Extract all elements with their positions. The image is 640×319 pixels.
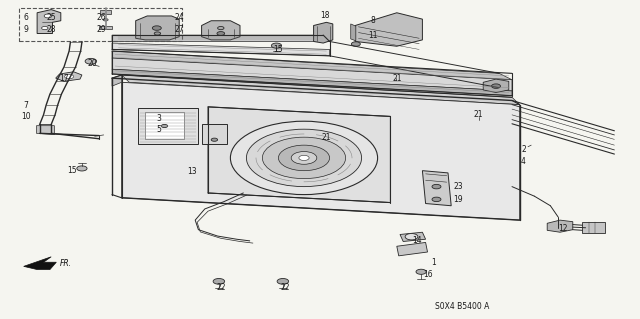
Circle shape [262, 137, 346, 179]
Text: 13: 13 [187, 167, 197, 176]
Polygon shape [400, 232, 426, 241]
Circle shape [291, 152, 317, 164]
Circle shape [154, 32, 161, 35]
Text: 5: 5 [156, 125, 161, 134]
Text: 21: 21 [474, 110, 483, 119]
Text: 10: 10 [20, 112, 31, 121]
Polygon shape [112, 43, 330, 56]
Bar [202, 124, 227, 144]
Circle shape [44, 14, 52, 18]
Text: S0X4 B5400 A: S0X4 B5400 A [435, 302, 490, 311]
Circle shape [246, 129, 362, 187]
Text: 23: 23 [453, 182, 463, 191]
Text: 20: 20 [88, 59, 98, 68]
Polygon shape [547, 220, 573, 232]
Bar [145, 112, 184, 139]
Text: 11: 11 [368, 31, 377, 40]
Polygon shape [355, 13, 422, 46]
Polygon shape [112, 75, 122, 86]
Text: 19: 19 [453, 195, 463, 204]
Text: 15: 15 [273, 45, 284, 54]
Circle shape [492, 84, 500, 88]
Polygon shape [112, 58, 512, 91]
Text: 3: 3 [156, 114, 161, 122]
Polygon shape [314, 22, 333, 43]
Text: 12: 12 [559, 224, 568, 233]
Bar [19, 8, 182, 41]
Circle shape [278, 145, 330, 171]
Bar [582, 222, 605, 233]
Circle shape [277, 278, 289, 284]
Bar [138, 108, 198, 144]
Circle shape [161, 124, 168, 128]
Text: 2: 2 [521, 145, 526, 154]
Circle shape [77, 166, 87, 171]
Circle shape [299, 155, 309, 160]
Text: FR.: FR. [60, 259, 72, 268]
Text: 6: 6 [23, 13, 28, 22]
Circle shape [230, 121, 378, 195]
Text: 22: 22 [280, 283, 289, 292]
Polygon shape [37, 10, 61, 33]
Text: 25: 25 [46, 13, 56, 22]
Circle shape [271, 43, 282, 48]
Circle shape [432, 184, 441, 189]
Text: 26: 26 [96, 13, 106, 22]
Circle shape [416, 269, 426, 274]
Text: 9: 9 [23, 25, 28, 34]
Text: 17: 17 [59, 74, 69, 83]
Polygon shape [422, 171, 451, 206]
Circle shape [65, 74, 74, 79]
Polygon shape [202, 21, 240, 40]
Text: 29: 29 [96, 25, 106, 34]
Polygon shape [36, 126, 54, 135]
Polygon shape [56, 72, 82, 81]
Bar [99, 26, 112, 29]
Circle shape [218, 26, 224, 30]
Text: 14: 14 [412, 236, 422, 245]
Text: 8: 8 [370, 16, 375, 25]
Text: 22: 22 [216, 283, 225, 292]
Text: 27: 27 [174, 25, 184, 34]
Text: 21: 21 [392, 74, 401, 83]
Text: 28: 28 [47, 25, 56, 34]
Circle shape [85, 58, 97, 64]
Circle shape [390, 72, 401, 78]
Polygon shape [136, 16, 179, 40]
Polygon shape [112, 35, 330, 41]
Circle shape [432, 197, 441, 202]
Text: 4: 4 [521, 157, 526, 166]
Text: 15: 15 [67, 166, 77, 175]
Circle shape [213, 278, 225, 284]
Polygon shape [397, 242, 428, 256]
Polygon shape [122, 75, 520, 105]
Polygon shape [208, 107, 390, 203]
Text: 16: 16 [422, 270, 433, 279]
Circle shape [103, 19, 108, 21]
Text: 18: 18 [321, 11, 330, 20]
Text: 24: 24 [174, 13, 184, 22]
Bar [100, 10, 111, 14]
Polygon shape [112, 69, 512, 96]
Polygon shape [351, 24, 356, 41]
Text: 21: 21 [322, 133, 331, 142]
Polygon shape [122, 82, 520, 220]
Circle shape [474, 112, 484, 117]
Circle shape [351, 42, 360, 46]
Text: 1: 1 [431, 258, 436, 267]
Circle shape [42, 26, 48, 30]
Polygon shape [24, 257, 56, 270]
Circle shape [152, 26, 161, 30]
Circle shape [211, 138, 218, 141]
Polygon shape [483, 79, 509, 93]
Polygon shape [112, 51, 512, 80]
Text: 7: 7 [23, 101, 28, 110]
Circle shape [405, 234, 418, 240]
Circle shape [217, 32, 225, 35]
